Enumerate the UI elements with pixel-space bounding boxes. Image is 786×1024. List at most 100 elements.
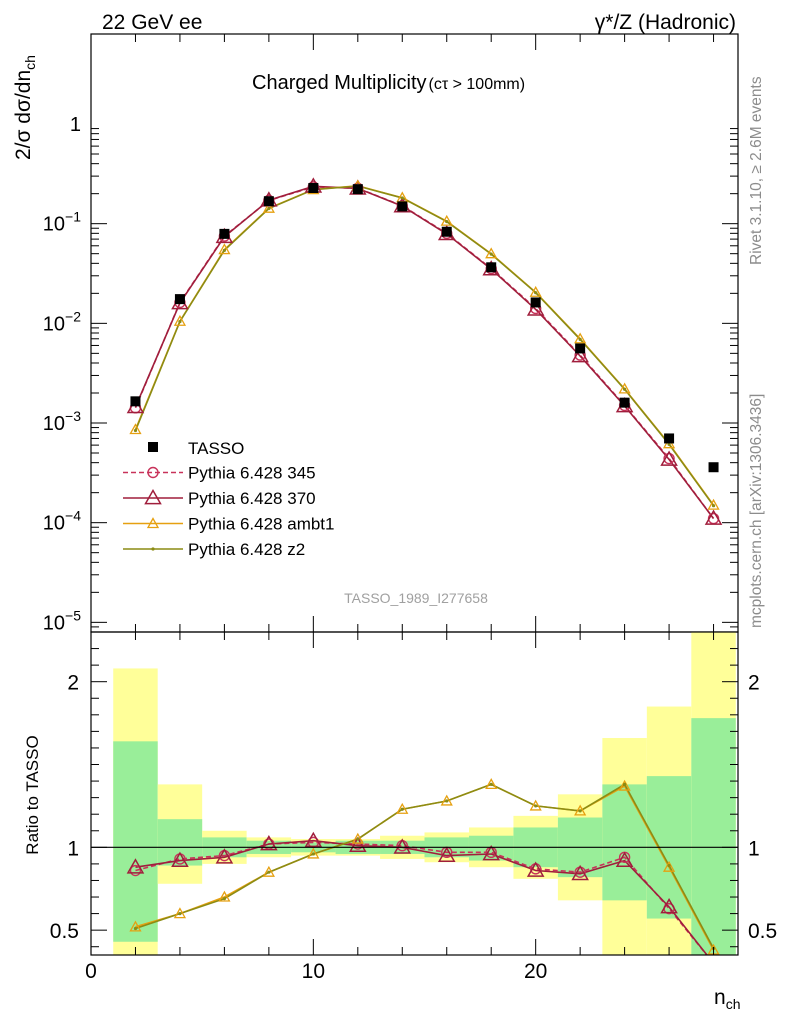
y-tick-label-5: 1: [70, 114, 81, 136]
ratio-2-marker-9: [529, 799, 542, 811]
ratio-series-lines: [135, 783, 715, 955]
ratio-2-marker-0: [129, 920, 142, 932]
ratio-3-marker-3: [267, 870, 271, 874]
series-3-marker-3: [267, 206, 271, 211]
ratio-3-marker-2: [222, 897, 227, 901]
series-3-marker-6: [400, 196, 404, 200]
ratio-3-marker-0: [133, 926, 138, 931]
data-point-3: [263, 196, 274, 207]
main-plot-panel: Charged Multiplicity (cτ > 100mm) 2/σ dσ/…: [12, 33, 739, 634]
y-axis-label: 2/σ dσ/dnch: [12, 55, 38, 160]
y-axis-label-sub: ch: [22, 55, 38, 70]
y-axis-label-main: 2/σ dσ/dn: [12, 70, 35, 160]
legend-marker-2: [146, 517, 160, 529]
header-right: γ*/Z (Hadronic): [595, 11, 736, 34]
band-green-13: [691, 718, 736, 955]
series-2-marker-9: [529, 285, 542, 297]
data-point-8: [486, 262, 497, 273]
series-1-marker-9: [526, 300, 545, 316]
tasso-data-points: [130, 183, 719, 473]
mcplots-label: mcplots.cern.ch [arXiv:1306.3436]: [748, 394, 765, 628]
series-3-marker-10: [578, 337, 582, 342]
series-1-marker-13: [704, 509, 723, 525]
series-line-3: [134, 185, 715, 507]
y-tick-label-3: 10−2: [43, 308, 81, 335]
ratio-3-marker-9: [534, 804, 538, 808]
ratio-2-marker-11: [618, 779, 631, 791]
ratio-1-marker-9: [526, 861, 545, 877]
legend-label-2: Pythia 6.428 ambt1: [188, 515, 334, 534]
analysis-watermark: TASSO_1989_I277658: [344, 590, 488, 606]
ratio-1-marker-2: [215, 848, 234, 864]
series-2-marker-13: [707, 498, 720, 510]
series-2-marker-2: [218, 243, 231, 255]
x-tick-label-1: 10: [302, 960, 325, 983]
series-line-1: [134, 185, 715, 519]
series-3-marker-13: [711, 504, 716, 508]
rivet-label: Rivet 3.1.10, ≥ 2.6M events: [748, 76, 765, 265]
data-point-7: [441, 226, 452, 237]
y-tick-label-exp: −4: [65, 508, 81, 524]
legend-label-data: TASSO: [188, 439, 244, 458]
y-tick-label-exp: −1: [65, 209, 81, 225]
ratio-2-marker-6: [396, 802, 409, 814]
y-tick-label-base: 10: [43, 513, 65, 535]
ratio-1-marker-8: [482, 844, 500, 861]
ratio-1-marker-4: [304, 831, 323, 848]
legend-marker-1: [144, 488, 162, 505]
series-2-marker-8: [485, 247, 498, 259]
y-tick-label-base: 1: [70, 114, 81, 136]
y-tick-label-0: 10−5: [43, 607, 81, 634]
chart-title: Charged Multiplicity (cτ > 100mm): [252, 72, 525, 94]
series-3-marker-9: [534, 291, 538, 295]
band-green-8: [468, 835, 514, 861]
legend: TASSO Pythia 6.428 345 Pythia 6.428 370 Pyt…: [123, 439, 334, 559]
data-point-5: [352, 184, 363, 195]
series-2-marker-0: [129, 423, 142, 435]
ratio-1-marker-0: [126, 858, 145, 874]
y-tick-label-exp: −5: [65, 607, 81, 623]
data-point-13: [708, 462, 719, 473]
series-3-marker-12: [667, 442, 671, 447]
legend-marker-data: [148, 442, 158, 452]
y-tick-label-exp: −3: [65, 408, 81, 424]
series-3-marker-1: [178, 320, 182, 324]
band-green-1: [157, 819, 203, 866]
x-axis-label-main: n: [714, 986, 726, 1009]
series-3-marker-8: [489, 252, 493, 256]
y-tick-label-base: 10: [43, 313, 65, 335]
data-point-9: [530, 297, 541, 308]
data-point-1: [174, 294, 185, 305]
ratio-3-marker-6: [400, 807, 404, 811]
legend-label-3: Pythia 6.428 z2: [188, 540, 305, 559]
chart-title-main: Charged Multiplicity: [252, 72, 427, 94]
y-tick-label-1: 10−4: [43, 508, 81, 535]
ratio-3-marker-10: [578, 809, 582, 813]
ratio-line-1: [135, 839, 708, 955]
ratio-1-marker-3: [260, 835, 278, 851]
ratio-3-marker-4: [311, 852, 315, 856]
ratio-2-marker-10: [574, 804, 587, 816]
data-point-6: [397, 201, 408, 212]
y-tick-label-2: 10−3: [43, 408, 81, 435]
data-point-0: [130, 396, 141, 407]
main-axes: 10−510−410−310−210−11: [43, 33, 739, 634]
series-2-marker-3: [262, 201, 275, 213]
ratio-3-marker-11: [623, 782, 627, 786]
ratio-1-marker-7: [437, 846, 456, 862]
chart-title-suffix: (cτ > 100mm): [429, 76, 526, 93]
ratio-1-marker-6: [393, 838, 412, 854]
series-2-marker-7: [440, 214, 453, 226]
legend-marker-3: [151, 547, 155, 551]
ratio-uncertainty-bands: [113, 632, 736, 955]
header-left: 22 GeV ee: [102, 11, 202, 34]
series-2-marker-10: [574, 332, 587, 344]
ratio-line-3: [135, 783, 715, 949]
ratio-2-marker-3: [262, 865, 275, 877]
ratio-3-marker-8: [489, 782, 493, 786]
x-tick-label-2: 20: [524, 960, 547, 983]
ratio-y-axis-label: Ratio to TASSO: [23, 735, 42, 854]
ratio-line-0: [135, 841, 708, 955]
data-point-2: [219, 228, 230, 239]
